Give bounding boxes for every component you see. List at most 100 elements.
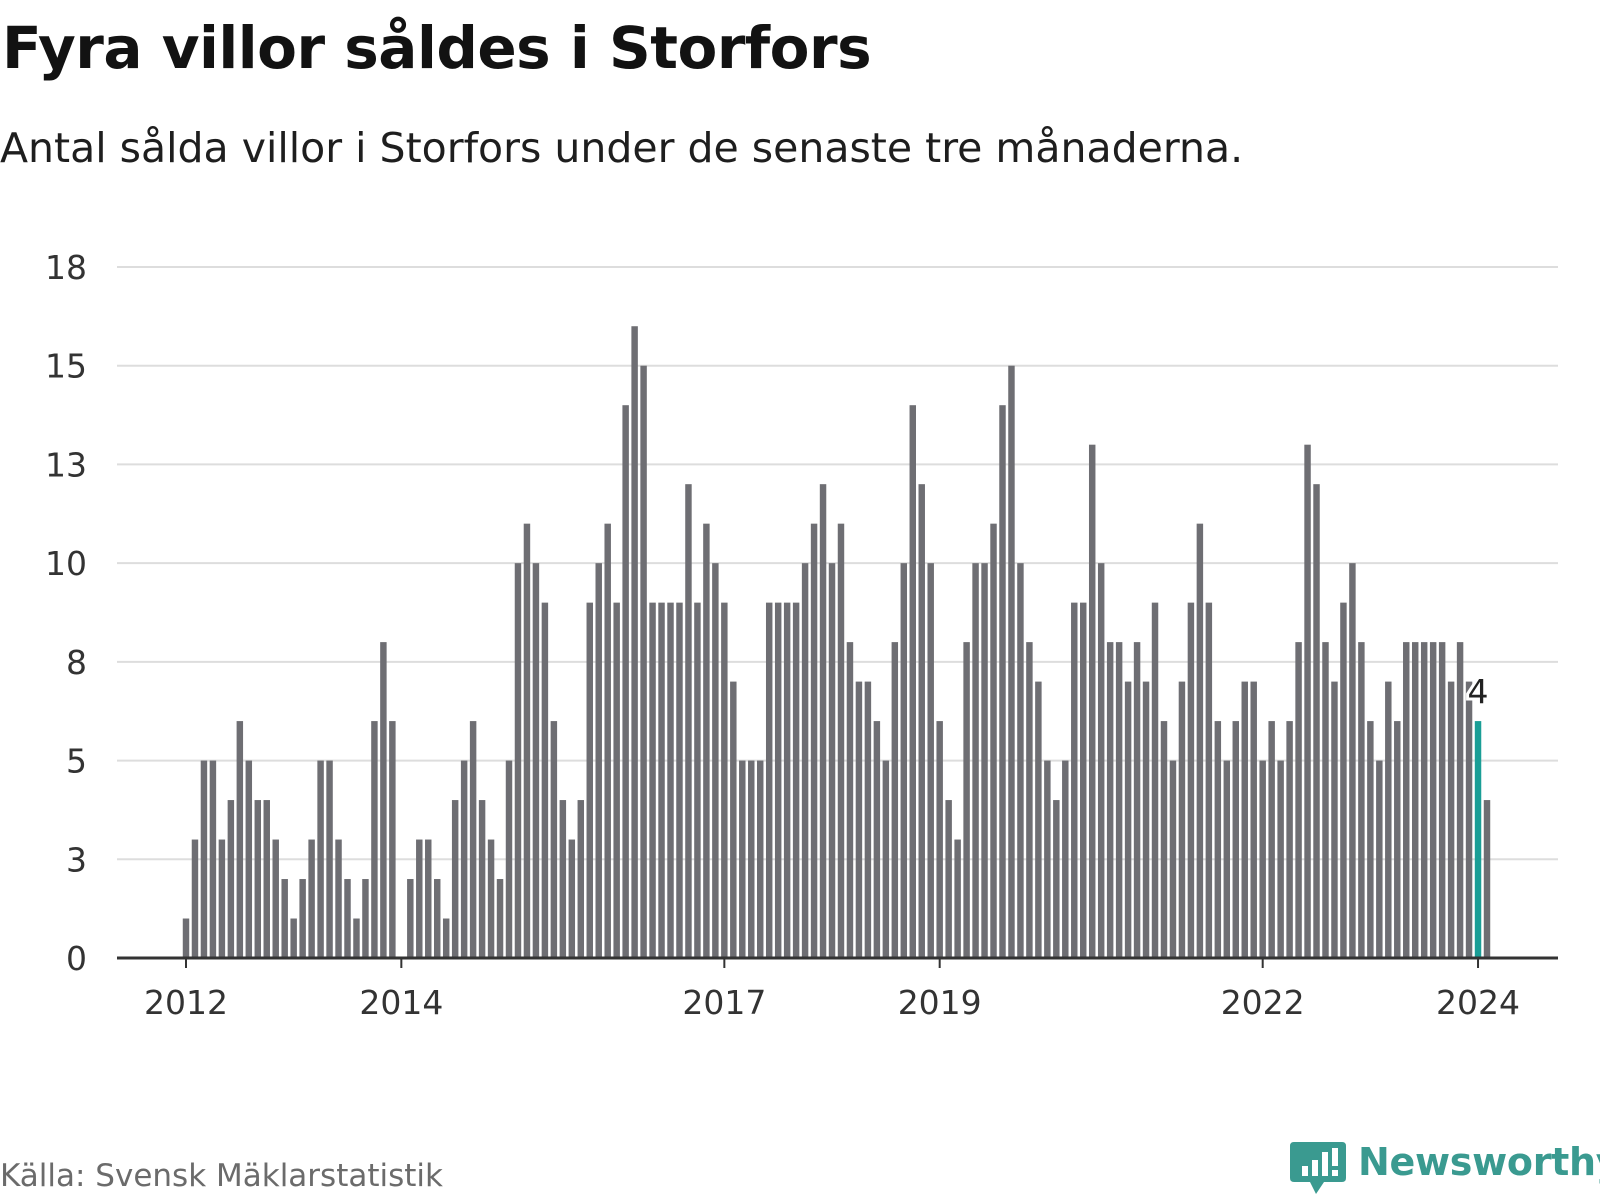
bar: [496, 879, 504, 958]
bar-highlight: [1474, 721, 1482, 958]
bar: [873, 721, 881, 958]
bar: [954, 839, 961, 958]
bar: [1169, 760, 1177, 958]
bar: [640, 365, 647, 958]
bar: [505, 760, 513, 958]
bar: [586, 602, 593, 958]
bar: [1376, 760, 1383, 958]
bars: [182, 326, 1491, 959]
x-tick-label: 2019: [898, 983, 982, 1022]
y-tick-label: 0: [66, 939, 87, 978]
y-tick-label: 5: [66, 742, 87, 781]
bar: [604, 523, 611, 958]
bar: [263, 800, 270, 958]
bar: [927, 563, 934, 958]
bar: [1151, 602, 1159, 958]
bar: [712, 563, 719, 958]
bar: [200, 760, 208, 958]
bar: [308, 839, 315, 958]
bar: [730, 681, 737, 958]
brand-logo[interactable]: Newsworthy: [1288, 1138, 1600, 1196]
bar: [1026, 642, 1033, 958]
bar: [1008, 365, 1015, 958]
highlight-data-label: 4: [1468, 672, 1489, 711]
bar: [514, 563, 522, 958]
bar: [1322, 642, 1329, 958]
bar: [1403, 642, 1410, 958]
bar: [317, 760, 324, 958]
bar: [774, 602, 782, 958]
bar: [523, 523, 531, 958]
bar: [1304, 444, 1311, 959]
bar: [380, 642, 387, 958]
bar: [1259, 760, 1266, 958]
bar: [676, 602, 683, 958]
bar: [855, 681, 863, 958]
bar: [1044, 760, 1051, 958]
bar: [1017, 563, 1024, 958]
bar: [810, 523, 818, 958]
bar: [559, 800, 567, 958]
bar: [245, 760, 253, 958]
y-tick-label: 8: [66, 643, 87, 682]
bar: [1124, 681, 1132, 958]
bar: [1088, 444, 1096, 959]
bar: [236, 721, 244, 958]
y-tick-label: 3: [66, 840, 87, 879]
bar: [1241, 681, 1248, 958]
bar: [577, 800, 585, 958]
bar: [487, 839, 495, 958]
bar: [389, 721, 396, 958]
bar: [909, 405, 916, 958]
bar: [945, 800, 952, 958]
bar: [1349, 563, 1356, 958]
bar: [478, 800, 486, 958]
bar: [837, 523, 845, 958]
bar: [1035, 681, 1042, 958]
bar: [218, 839, 226, 958]
bar: [765, 602, 773, 958]
bar: [963, 642, 970, 958]
bar: [1438, 642, 1446, 958]
bar: [451, 800, 459, 958]
bar: [290, 918, 297, 958]
bar: [721, 602, 728, 958]
bar: [371, 721, 378, 958]
bar: [1053, 800, 1060, 958]
bar: [1429, 642, 1437, 958]
bar: [999, 405, 1006, 958]
y-tick-label: 18: [45, 248, 87, 287]
bar: [1160, 721, 1168, 958]
bar: [667, 602, 674, 958]
bar: [460, 760, 468, 958]
bar: [595, 563, 602, 958]
bar: [209, 760, 217, 958]
bar: [1062, 760, 1069, 958]
bar: [550, 721, 558, 958]
y-tick-label: 13: [45, 445, 87, 484]
bar: [1178, 681, 1186, 958]
bar-chart-speech-bubble-icon: [1290, 1142, 1346, 1194]
bar: [568, 839, 576, 958]
bar: [1367, 721, 1374, 958]
bar: [1295, 642, 1302, 958]
bar: [748, 760, 755, 958]
bar: [272, 839, 279, 958]
bar: [1385, 681, 1392, 958]
bar: [191, 839, 199, 958]
annotations: 4: [1465, 669, 1492, 714]
bar: [882, 760, 890, 958]
bar: [407, 879, 414, 958]
bar: [792, 602, 800, 958]
bar: [1196, 523, 1204, 958]
y-tick-label: 10: [45, 544, 87, 583]
bar: [1268, 721, 1275, 958]
bar: [936, 721, 943, 958]
bar: [344, 879, 351, 958]
bar: [1115, 642, 1123, 958]
bar: [801, 563, 809, 958]
bar: [353, 918, 360, 958]
bar: [433, 879, 441, 958]
bar: [299, 879, 306, 958]
bar: [990, 523, 997, 958]
